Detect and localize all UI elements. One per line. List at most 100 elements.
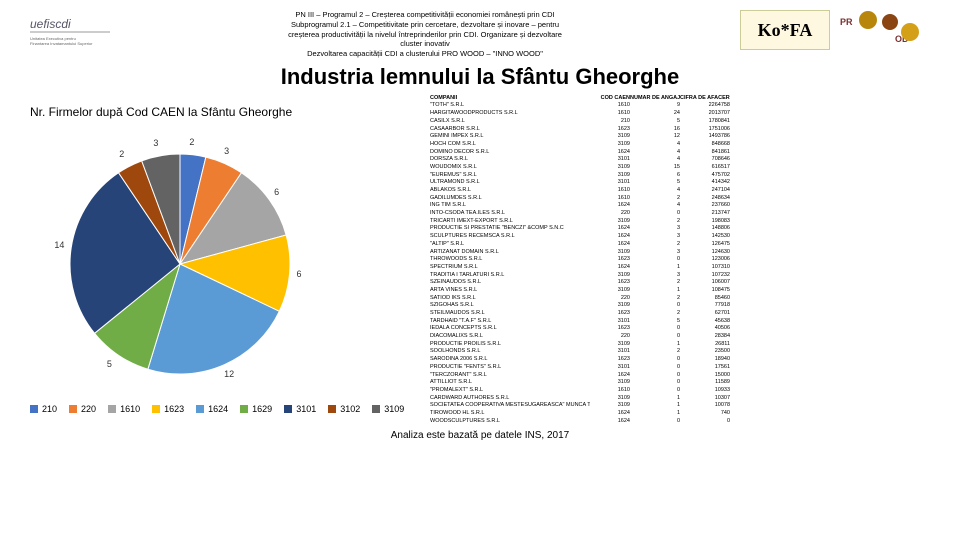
table-cell: 5 (630, 118, 680, 126)
table-cell: CASAARBOR S.R.L (430, 126, 590, 134)
svg-text:PR: PR (840, 17, 853, 27)
table-cell: SCULPTURES RECEMSCA S.R.L (430, 233, 590, 241)
table-cell: 198083 (680, 218, 730, 226)
table-cell: 11589 (680, 379, 730, 387)
table-cell: 848668 (680, 141, 730, 149)
legend-label: 1610 (120, 404, 140, 414)
table-cell: 85460 (680, 295, 730, 303)
table-cell: 213747 (680, 210, 730, 218)
table-cell: 220 (590, 333, 630, 341)
table-cell: 16 (630, 126, 680, 134)
table-cell: 77918 (680, 302, 730, 310)
table-cell: DIACOMALIXS S.R.L (430, 333, 590, 341)
table-cell: 1 (630, 287, 680, 295)
table-cell: 124630 (680, 249, 730, 257)
table-cell: 3109 (590, 287, 630, 295)
svg-text:uefiscdi: uefiscdi (30, 17, 71, 31)
legend-label: 1624 (208, 404, 228, 414)
logo-uefiscdi: uefiscdiUnitatea Executiva pentruFinanta… (30, 10, 110, 50)
table-cell: 9 (630, 102, 680, 110)
legend-swatch (196, 405, 204, 413)
table-cell: 1610 (590, 110, 630, 118)
table-cell: ATTILLIOT S.R.L (430, 379, 590, 387)
table-cell: 10078 (680, 402, 730, 410)
table-cell: ING TIM S.R.L (430, 202, 590, 210)
table-cell: 107310 (680, 264, 730, 272)
table-cell: 3101 (590, 179, 630, 187)
table-cell: 15 (630, 164, 680, 172)
table-cell: 142530 (680, 233, 730, 241)
table-cell: HARGITAWOODPRODUCTS S.R.L (430, 110, 590, 118)
table-cell: 106007 (680, 279, 730, 287)
table-cell: 126475 (680, 241, 730, 249)
table-cell: 0 (680, 418, 730, 426)
table-cell: 123006 (680, 256, 730, 264)
table-cell: 2 (630, 218, 680, 226)
legend-item-1629: 1629 (240, 404, 272, 414)
table-cell: 1 (630, 395, 680, 403)
table-cell: 220 (590, 210, 630, 218)
pie-label-1624: 12 (224, 369, 234, 379)
pie-label-1610: 6 (274, 187, 279, 197)
table-cell: 3 (630, 249, 680, 257)
table-cell: 62701 (680, 310, 730, 318)
table-cell: TRADITIA I TARLATURI S.R.L (430, 272, 590, 280)
table-cell: 3109 (590, 341, 630, 349)
legend-item-1610: 1610 (108, 404, 140, 414)
table-cell: IEDALA CONCEPTS S.R.L (430, 325, 590, 333)
table-cell: 23500 (680, 348, 730, 356)
table-cell: 0 (630, 333, 680, 341)
pie-chart: 23661251423 (50, 134, 310, 394)
table-cell: CASILX S.R.L (430, 118, 590, 126)
table-cell: 740 (680, 410, 730, 418)
table-cell: 4 (630, 156, 680, 164)
table-cell: 3101 (590, 348, 630, 356)
table-cell: SATIOD IKS S.R.L (430, 295, 590, 303)
legend-swatch (240, 405, 248, 413)
table-cell: SZIGOHAS S.R.L (430, 302, 590, 310)
legend-swatch (152, 405, 160, 413)
table-cell: 108475 (680, 287, 730, 295)
legend-swatch (372, 405, 380, 413)
legend-item-220: 220 (69, 404, 96, 414)
legend-swatch (284, 405, 292, 413)
table-cell: 1623 (590, 356, 630, 364)
table-cell: ARTA VINES S.R.L (430, 287, 590, 295)
table-cell: 1624 (590, 418, 630, 426)
table-cell: 1623 (590, 325, 630, 333)
pie-label-1629: 5 (107, 359, 112, 369)
table-cell: 3101 (590, 318, 630, 326)
table-cell: 45638 (680, 318, 730, 326)
legend-label: 3101 (296, 404, 316, 414)
table-cell: SOCIETATEA COOPERATIVA MESTESUGAREASCA" … (430, 402, 590, 410)
table-cell: 3109 (590, 379, 630, 387)
legend-item-1623: 1623 (152, 404, 184, 414)
table-cell: 0 (630, 302, 680, 310)
table-cell: 1624 (590, 225, 630, 233)
table-cell: 1751006 (680, 126, 730, 134)
table-cell: 248634 (680, 195, 730, 203)
table-cell: 1623 (590, 126, 630, 134)
table-cell: 0 (630, 210, 680, 218)
table-cell: 247104 (680, 187, 730, 195)
table-cell: "TOTH" S.R.L (430, 102, 590, 110)
table-cell: 3 (630, 225, 680, 233)
pie-label-210: 2 (189, 137, 194, 147)
table-cell: 2 (630, 195, 680, 203)
table-cell: "TERCZORANT" S.R.L (430, 372, 590, 380)
table-cell: 17561 (680, 364, 730, 372)
chart-panel: Nr. Firmelor după Cod CAEN la Sfântu Ghe… (30, 95, 430, 426)
table-cell: 2 (630, 295, 680, 303)
table-cell: 3109 (590, 302, 630, 310)
table-cell: 0 (630, 364, 680, 372)
table-cell: 2013707 (680, 110, 730, 118)
table-cell: 2 (630, 348, 680, 356)
table-cell: 1493786 (680, 133, 730, 141)
legend-swatch (328, 405, 336, 413)
table-cell: CARDWARD AUTHORES S.R.L (430, 395, 590, 403)
table-cell: 4 (630, 141, 680, 149)
table-cell: 0 (630, 356, 680, 364)
table-cell: 26811 (680, 341, 730, 349)
table-cell: 1 (630, 402, 680, 410)
pie-label-3101: 14 (54, 240, 64, 250)
